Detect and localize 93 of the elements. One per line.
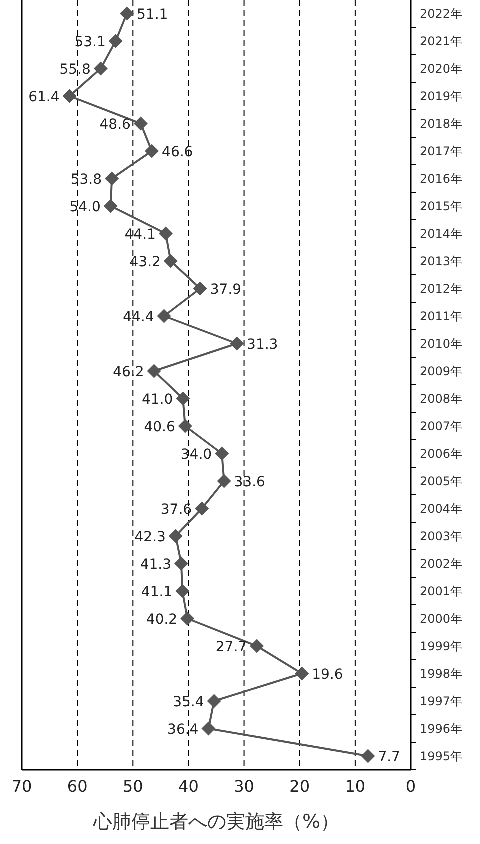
y-tick-label: 2016年 bbox=[420, 172, 463, 186]
point bbox=[178, 419, 192, 434]
y-tick-label: 2021年 bbox=[420, 34, 463, 48]
point bbox=[202, 722, 216, 736]
y-tick-label: 2013年 bbox=[420, 254, 463, 268]
y-tick-label: 2003年 bbox=[420, 529, 463, 544]
data-label: 35.4 bbox=[173, 694, 204, 710]
point bbox=[180, 612, 195, 626]
point bbox=[168, 529, 183, 544]
x-tick-label: 0 bbox=[406, 777, 416, 796]
data-label: 53.8 bbox=[70, 172, 102, 188]
x-tick-label: 10 bbox=[345, 777, 366, 796]
y-tick-label: 2014年 bbox=[420, 226, 463, 241]
x-axis-title: 心肺停止者への実施率（%） bbox=[92, 811, 340, 833]
data-label: 44.4 bbox=[123, 309, 154, 326]
point bbox=[176, 584, 190, 598]
y-tick-label: 2004年 bbox=[420, 502, 463, 516]
point bbox=[134, 116, 148, 131]
data-label: 19.6 bbox=[312, 666, 344, 683]
y-tick-label: 1998年 bbox=[420, 666, 463, 681]
point bbox=[145, 144, 160, 158]
y-tick-label: 2000年 bbox=[420, 612, 463, 626]
point bbox=[120, 6, 134, 21]
data-label: 40.6 bbox=[144, 419, 176, 436]
y-tick-label: 2009年 bbox=[420, 364, 463, 378]
point bbox=[230, 336, 244, 351]
y-tick-label: 2008年 bbox=[420, 392, 463, 406]
data-label: 53.1 bbox=[74, 34, 106, 50]
point bbox=[176, 392, 190, 406]
point bbox=[193, 282, 208, 296]
point bbox=[62, 89, 77, 104]
point bbox=[195, 502, 210, 516]
y-tick-label: 2015年 bbox=[420, 199, 463, 214]
y-tick-label: 1996年 bbox=[420, 722, 463, 736]
x-tick-label: 50 bbox=[122, 777, 144, 796]
point bbox=[157, 309, 172, 324]
data-label: 44.1 bbox=[124, 226, 156, 243]
y-tick-label: 2018年 bbox=[420, 116, 463, 131]
point bbox=[174, 556, 188, 571]
point bbox=[105, 172, 120, 186]
data-label: 40.2 bbox=[146, 612, 178, 628]
point bbox=[250, 639, 264, 654]
y-tick-label: 2010年 bbox=[420, 336, 463, 351]
point bbox=[207, 694, 222, 708]
point bbox=[217, 474, 232, 488]
data-label: 51.1 bbox=[137, 6, 168, 23]
data-label: 41.0 bbox=[142, 392, 174, 408]
y-tick-label: 2001年 bbox=[420, 584, 463, 598]
point bbox=[94, 62, 108, 76]
y-tick-label: 1997年 bbox=[420, 694, 463, 708]
data-label: 41.1 bbox=[141, 584, 173, 600]
y-tick-label: 1995年 bbox=[420, 749, 463, 764]
data-label: 37.6 bbox=[160, 502, 192, 518]
x-tick-label: 20 bbox=[290, 777, 310, 796]
y-tick-label: 2011年 bbox=[420, 309, 463, 324]
x-tick-label: 40 bbox=[178, 777, 199, 796]
y-tick-label: 2017年 bbox=[420, 144, 463, 158]
y-tick-label: 2019年 bbox=[420, 89, 463, 104]
data-label: 31.3 bbox=[247, 336, 278, 353]
y-tick-label: 2006年 bbox=[420, 446, 463, 461]
point bbox=[164, 254, 178, 268]
data-label: 37.9 bbox=[210, 282, 242, 298]
data-label: 41.3 bbox=[140, 556, 172, 573]
data-label: 27.7 bbox=[216, 639, 248, 656]
data-label: 46.2 bbox=[113, 364, 144, 380]
y-tick-label: 2012年 bbox=[420, 282, 463, 296]
y-tick-label: 2020年 bbox=[420, 62, 463, 76]
y-tick-label: 1999年 bbox=[420, 639, 463, 654]
data-label: 46.6 bbox=[162, 144, 194, 160]
point bbox=[158, 226, 173, 241]
x-tick-label: 70 bbox=[12, 777, 32, 796]
data-label: 36.4 bbox=[168, 722, 199, 738]
point bbox=[361, 749, 376, 764]
point bbox=[104, 199, 118, 214]
y-tick-label: 2022年 bbox=[420, 6, 463, 21]
x-tick-label: 60 bbox=[67, 777, 88, 796]
x-tick-label: 30 bbox=[234, 777, 254, 796]
y-tick-label: 2007年 bbox=[420, 419, 463, 434]
y-tick-label: 2002年 bbox=[420, 556, 463, 571]
data-label: 43.2 bbox=[130, 254, 161, 270]
data-label: 55.8 bbox=[60, 62, 91, 78]
data-label: 7.7 bbox=[378, 749, 400, 766]
data-label: 42.3 bbox=[134, 529, 166, 546]
data-label: 33.6 bbox=[234, 474, 266, 490]
data-label: 34.0 bbox=[180, 446, 212, 463]
point bbox=[295, 666, 310, 681]
point bbox=[108, 34, 123, 48]
data-label: 61.4 bbox=[28, 89, 60, 106]
point bbox=[215, 446, 230, 461]
point bbox=[147, 364, 162, 378]
y-tick-label: 2005年 bbox=[420, 474, 463, 488]
data-label: 54.0 bbox=[70, 199, 101, 216]
data-label: 48.6 bbox=[100, 116, 132, 133]
